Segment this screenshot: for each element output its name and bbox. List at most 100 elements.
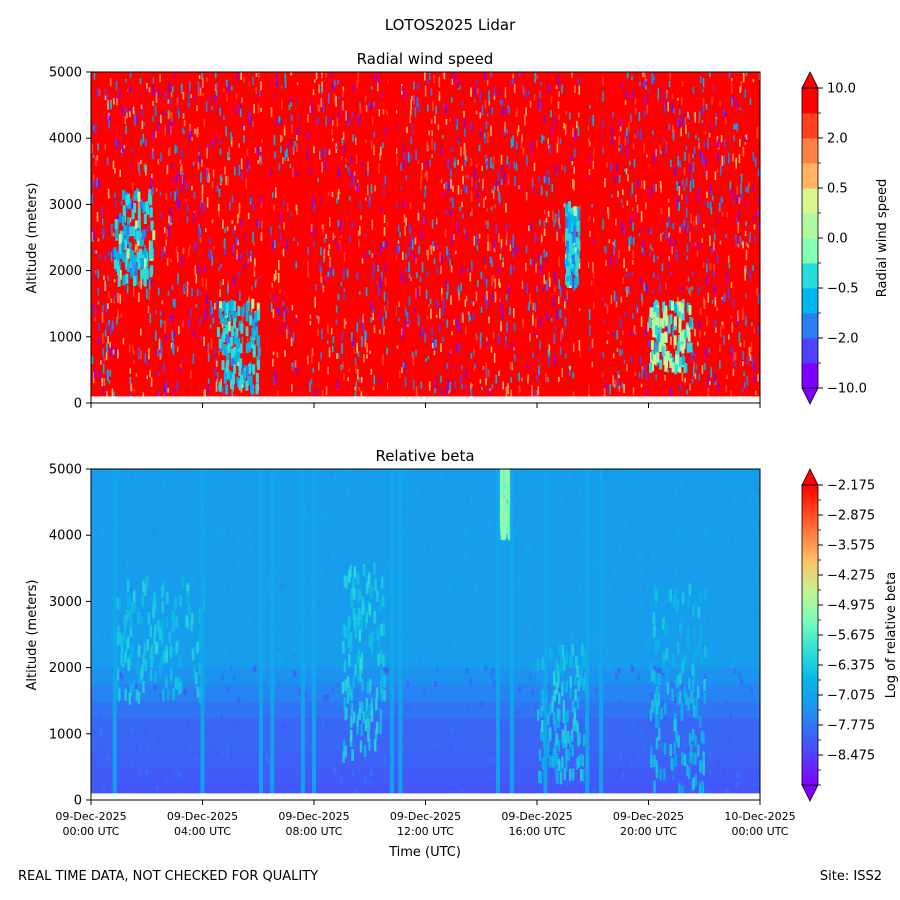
wind-cell	[165, 193, 168, 200]
beta-cell	[489, 673, 493, 680]
wind-cell	[678, 287, 681, 291]
wind-cell	[327, 323, 329, 334]
beta-plume-cell	[365, 705, 368, 718]
wind-cell	[500, 303, 502, 314]
wind-cell	[527, 307, 529, 311]
wind-cell	[154, 105, 157, 116]
wind-cell	[728, 152, 730, 164]
wind-cell	[330, 115, 333, 122]
wind-cell	[250, 198, 253, 202]
beta-plume-cell	[128, 595, 132, 608]
wind-cell	[130, 391, 132, 399]
beta-plume-cell	[563, 768, 566, 781]
wind-cell	[752, 185, 754, 191]
wind-cell	[395, 202, 398, 210]
beta-plume-cell	[577, 755, 580, 768]
wind-cell	[537, 358, 539, 363]
wind-cell	[114, 192, 116, 198]
beta-plume-cell	[581, 769, 585, 782]
wind-cell	[484, 73, 486, 80]
y-tick-label: 2000	[49, 264, 82, 279]
beta-cell	[748, 689, 752, 696]
beta-cell	[752, 493, 756, 499]
beta-plume-cell	[693, 705, 696, 718]
wind-cell	[538, 176, 540, 182]
wind-cell	[461, 383, 463, 390]
beta-cell	[549, 519, 553, 526]
wind-cell	[446, 363, 448, 369]
wind-cell	[753, 362, 755, 373]
wind-cell	[358, 387, 361, 392]
wind-cell	[367, 101, 370, 108]
colorbar-tick-label: 0.0	[827, 232, 848, 247]
beta-cell	[217, 528, 221, 535]
wind-cell	[495, 180, 498, 188]
wind-cell	[480, 306, 483, 313]
beta-plume-cell	[172, 688, 175, 700]
beta-plume-cell	[191, 648, 195, 661]
wind-cell	[621, 221, 624, 232]
wind-cell	[748, 182, 751, 187]
wind-cell	[245, 178, 248, 189]
wind-cell	[94, 270, 97, 275]
wind-patch-cell	[125, 195, 129, 206]
beta-plume-cell	[548, 755, 552, 768]
wind-cell	[698, 118, 700, 124]
wind-patch-cell	[664, 305, 668, 316]
beta-cell	[424, 501, 428, 508]
wind-cell	[255, 356, 258, 367]
wind-cell	[290, 72, 292, 76]
wind-patch-cell	[573, 206, 577, 217]
wind-cell	[703, 331, 706, 336]
wind-cell	[622, 204, 624, 209]
wind-cell	[610, 295, 613, 305]
beta-cell	[724, 653, 728, 660]
wind-cell	[640, 383, 643, 388]
beta-cell	[305, 513, 309, 520]
wind-cell	[280, 146, 282, 153]
x-tick-date: 09-Dec-2025	[613, 810, 684, 823]
wind-cell	[612, 353, 615, 359]
wind-cell	[460, 374, 462, 383]
wind-cell	[239, 253, 242, 260]
beta-plume-cell	[656, 588, 659, 601]
wind-patch-cell	[662, 301, 666, 312]
wind-cell	[181, 255, 183, 266]
beta-cell	[704, 531, 707, 538]
wind-cell	[94, 122, 97, 134]
wind-cell	[441, 287, 443, 295]
wind-cell	[179, 159, 182, 164]
wind-patch-cell	[650, 339, 654, 350]
wind-cell	[207, 378, 210, 384]
wind-cell	[726, 375, 728, 379]
beta-cell	[492, 680, 496, 687]
x-tick-time: 00:00 UTC	[731, 825, 788, 838]
wind-patch-cell	[125, 259, 129, 270]
beta-plume-cell	[654, 589, 658, 602]
colorbar-tick-label: −3.575	[827, 539, 875, 554]
beta-cell	[142, 632, 145, 639]
beta-cell	[159, 693, 163, 700]
wind-cell	[688, 153, 690, 163]
wind-cell	[510, 377, 512, 383]
beta-cell	[253, 529, 257, 536]
wind-cell	[223, 88, 225, 93]
beta-plume-cell	[501, 489, 505, 502]
wind-cell	[618, 147, 620, 152]
beta-plume-cell	[144, 659, 148, 671]
wind-cell	[549, 144, 551, 155]
beta-cell	[125, 512, 129, 519]
wind-cell	[192, 353, 195, 364]
wind-cell	[197, 81, 200, 92]
beta-plume-cell	[539, 771, 543, 784]
wind-cell	[177, 273, 179, 285]
wind-cell	[145, 139, 147, 147]
wind-cell	[247, 212, 250, 220]
wind-cell	[361, 161, 363, 167]
wind-cell	[106, 391, 108, 399]
wind-cell	[351, 111, 354, 119]
wind-cell	[272, 358, 274, 367]
beta-cell	[449, 469, 453, 473]
beta-cell	[560, 739, 564, 746]
beta-cell	[489, 564, 493, 571]
